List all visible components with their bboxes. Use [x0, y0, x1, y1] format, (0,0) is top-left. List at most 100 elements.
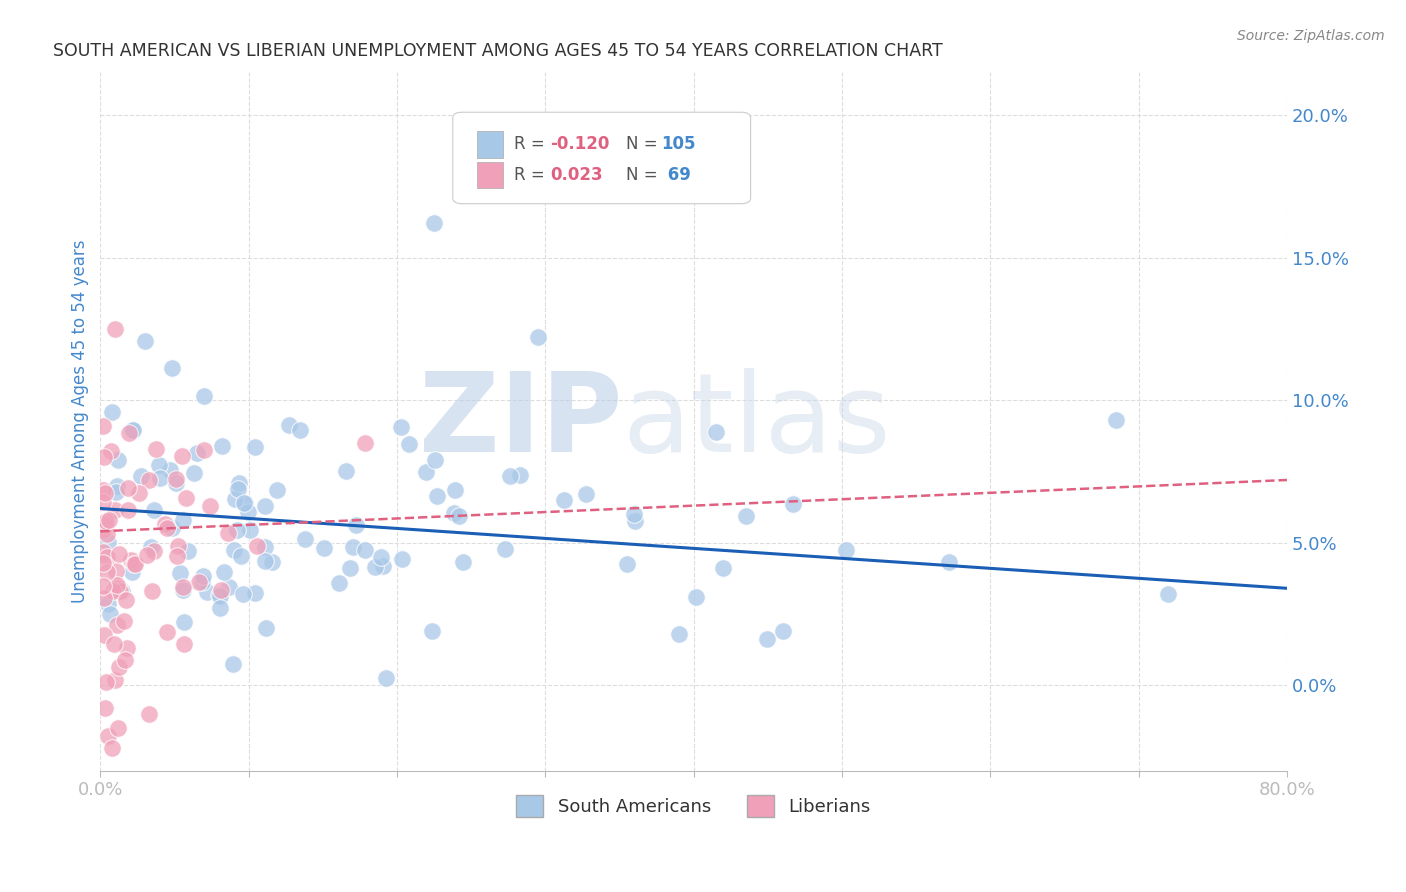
FancyBboxPatch shape [453, 112, 751, 203]
Point [246, 539, 269, 553]
Point [91, 483, 114, 497]
Point [756, 632, 779, 646]
Point [186, 446, 208, 460]
Point [114, 653, 136, 667]
Point [169, 566, 191, 581]
Point [138, 473, 160, 487]
Point [141, 541, 163, 555]
Legend: South Americans, Liberians: South Americans, Liberians [509, 788, 879, 824]
Point [391, 552, 413, 566]
Point [221, 657, 243, 672]
Point [117, 481, 139, 495]
Point [711, 561, 734, 575]
Point [229, 549, 252, 564]
Point [208, 601, 231, 615]
Text: R =: R = [515, 136, 551, 153]
Point [685, 591, 707, 605]
Point [142, 544, 165, 558]
Point [103, 583, 125, 598]
Point [195, 585, 218, 599]
Point [104, 564, 127, 578]
Point [160, 521, 183, 535]
Point [420, 624, 443, 639]
Point [224, 543, 246, 558]
Point [371, 558, 394, 573]
Text: atlas: atlas [623, 368, 891, 475]
Point [104, 322, 127, 336]
Point [174, 491, 197, 506]
Point [97, 730, 120, 744]
Point [370, 549, 392, 564]
Point [167, 540, 190, 554]
Point [425, 452, 447, 467]
Point [398, 437, 420, 451]
Point [156, 625, 179, 640]
Point [94, 518, 117, 533]
Point [153, 516, 176, 531]
Point [354, 436, 377, 450]
Point [121, 423, 143, 437]
Bar [477, 161, 502, 188]
Point [96, 549, 118, 564]
Point [451, 555, 474, 569]
Point [254, 621, 277, 635]
Point [105, 578, 128, 592]
Point [141, 583, 163, 598]
Point [115, 641, 138, 656]
Text: ZIP: ZIP [419, 368, 623, 475]
Point [188, 575, 211, 590]
Point [128, 486, 150, 500]
Point [148, 458, 170, 472]
Point [212, 565, 235, 579]
Text: N =: N = [626, 166, 662, 184]
Point [108, 660, 131, 674]
Point [170, 449, 193, 463]
Point [224, 491, 246, 506]
Point [156, 521, 179, 535]
Point [443, 506, 465, 520]
Point [226, 482, 249, 496]
Point [91, 579, 114, 593]
Point [134, 334, 156, 349]
Point [232, 587, 254, 601]
Point [121, 565, 143, 579]
Point [389, 419, 412, 434]
Point [111, 584, 134, 599]
Point [193, 568, 215, 582]
Point [243, 586, 266, 600]
Point [98, 514, 121, 528]
Point [91, 418, 114, 433]
Point [172, 580, 194, 594]
Point [91, 556, 114, 570]
Point [527, 330, 550, 344]
Point [553, 492, 575, 507]
Point [624, 514, 647, 528]
Point [176, 544, 198, 558]
Point [103, 637, 125, 651]
Point [226, 523, 249, 537]
Point [200, 500, 222, 514]
Point [104, 485, 127, 500]
Point [166, 549, 188, 563]
Point [444, 483, 467, 497]
Point [138, 706, 160, 721]
Point [120, 553, 142, 567]
Point [253, 540, 276, 554]
Point [354, 543, 377, 558]
Point [173, 637, 195, 651]
Point [375, 671, 398, 685]
Point [149, 470, 172, 484]
Point [623, 507, 645, 521]
Point [1105, 413, 1128, 427]
Point [233, 496, 256, 510]
Point [294, 532, 316, 546]
Point [101, 740, 124, 755]
Point [173, 615, 195, 630]
Point [772, 624, 794, 638]
Point [262, 555, 284, 569]
Point [734, 508, 756, 523]
Bar [477, 131, 502, 158]
Point [190, 574, 212, 589]
Point [98, 607, 121, 621]
Point [616, 557, 638, 571]
